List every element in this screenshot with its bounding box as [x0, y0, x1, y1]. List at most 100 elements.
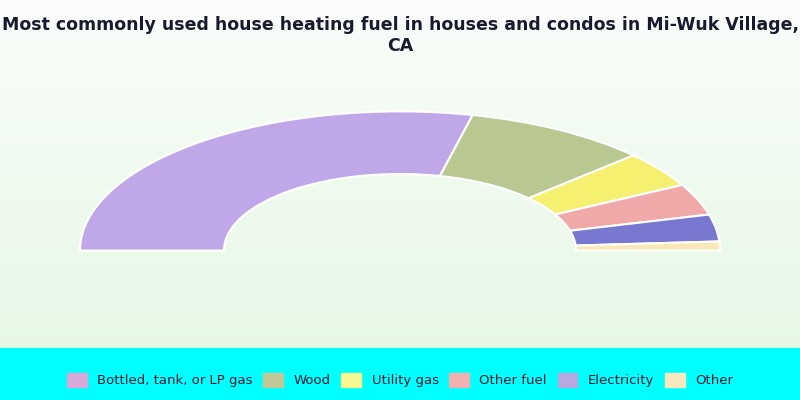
Bar [0, 130, 800, 132]
Bar [0, 252, 800, 254]
Bar [0, 190, 800, 192]
Bar [0, 66, 800, 68]
Bar [0, 202, 800, 204]
Bar [0, 52, 800, 54]
Bar [0, 318, 800, 320]
Bar [0, 70, 800, 71]
Bar [0, 103, 800, 104]
Wedge shape [576, 242, 720, 250]
Bar [0, 226, 800, 228]
Bar [0, 14, 800, 16]
Bar [0, 332, 800, 334]
Bar [0, 54, 800, 56]
Bar [0, 249, 800, 250]
Bar [0, 290, 800, 292]
Bar [0, 80, 800, 82]
Bar [0, 92, 800, 94]
Bar [0, 298, 800, 299]
Bar [0, 26, 800, 28]
Bar [0, 205, 800, 207]
Bar [0, 308, 800, 310]
Bar [0, 268, 800, 270]
Bar [0, 50, 800, 52]
Bar [0, 200, 800, 202]
Bar [0, 49, 800, 50]
Bar [0, 184, 800, 186]
Bar [0, 277, 800, 278]
Bar [0, 98, 800, 99]
Bar [0, 71, 800, 73]
Bar [0, 270, 800, 272]
Bar [0, 198, 800, 200]
Bar [0, 204, 800, 205]
Bar [0, 223, 800, 224]
Bar [0, 292, 800, 294]
Bar [0, 148, 800, 150]
Bar [0, 118, 800, 120]
Bar [0, 90, 800, 92]
Bar [0, 150, 800, 151]
Bar [0, 76, 800, 78]
Bar [0, 104, 800, 106]
Bar [0, 24, 800, 26]
Bar [0, 165, 800, 167]
Bar [0, 75, 800, 76]
Bar [0, 275, 800, 277]
Bar [0, 82, 800, 84]
Bar [0, 312, 800, 313]
Bar [0, 224, 800, 226]
Bar [0, 156, 800, 158]
Bar [0, 317, 800, 318]
Bar [0, 258, 800, 259]
Bar [0, 141, 800, 143]
Bar [0, 36, 800, 38]
Bar [0, 122, 800, 124]
Bar [0, 120, 800, 122]
Bar [0, 125, 800, 127]
Bar [0, 238, 800, 240]
Bar [0, 284, 800, 285]
Bar [0, 233, 800, 235]
Bar [0, 301, 800, 303]
Bar [0, 280, 800, 282]
Bar [0, 113, 800, 115]
Bar [0, 4, 800, 5]
Bar [0, 343, 800, 344]
Bar [0, 261, 800, 263]
Bar [0, 256, 800, 258]
Bar [0, 207, 800, 209]
Bar [0, 143, 800, 144]
Bar [0, 254, 800, 256]
Bar [0, 218, 800, 219]
Bar [0, 341, 800, 343]
Bar [0, 35, 800, 36]
Bar [0, 124, 800, 125]
Bar [0, 325, 800, 327]
Bar [0, 232, 800, 233]
Bar [0, 155, 800, 156]
Bar [0, 240, 800, 242]
Bar [0, 273, 800, 275]
Bar [0, 346, 800, 348]
Bar [0, 12, 800, 14]
Bar [0, 169, 800, 170]
Bar [0, 64, 800, 66]
Bar [0, 322, 800, 324]
Bar [0, 186, 800, 188]
Bar [0, 73, 800, 75]
Bar [0, 299, 800, 301]
Bar [0, 209, 800, 210]
Bar [0, 296, 800, 298]
Bar [0, 193, 800, 195]
Bar [0, 10, 800, 12]
Bar [0, 136, 800, 138]
Bar [0, 289, 800, 290]
Bar [0, 89, 800, 90]
Bar [0, 244, 800, 245]
Bar [0, 235, 800, 237]
Bar [0, 219, 800, 221]
Bar [0, 176, 800, 178]
Bar [0, 2, 800, 4]
Bar [0, 110, 800, 111]
Bar [0, 158, 800, 160]
